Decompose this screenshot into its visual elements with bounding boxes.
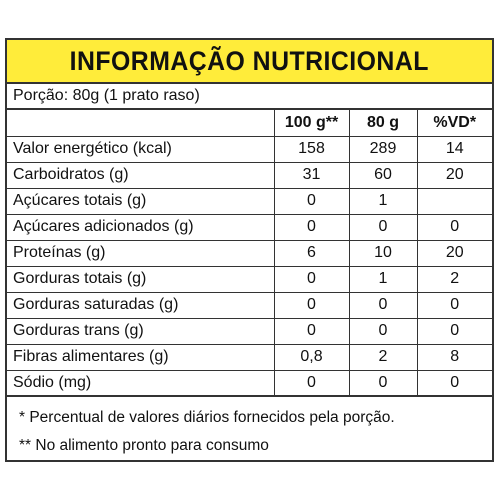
table-row: Gorduras trans (g) 0 0 0 [7, 317, 492, 345]
value-100g: 158 [273, 135, 350, 163]
header-per-100g: 100 g** [273, 110, 350, 137]
nutrient-name: Gorduras saturadas (g) [7, 291, 275, 319]
value-portion: 2 [348, 343, 418, 371]
value-portion: 0 [348, 291, 418, 319]
value-portion: 1 [348, 187, 418, 215]
value-100g: 0 [273, 369, 350, 397]
nutrition-title-bar: INFORMAÇÃO NUTRICIONAL [7, 40, 492, 84]
table-row: Gorduras saturadas (g) 0 0 0 [7, 291, 492, 319]
table-row: Açúcares totais (g) 0 1 [7, 187, 492, 215]
header-per-portion: 80 g [348, 110, 418, 137]
value-daily: 0 [416, 291, 492, 319]
header-daily-value: %VD* [416, 110, 492, 137]
table-row: Gorduras totais (g) 0 1 2 [7, 265, 492, 293]
nutrition-table: 100 g** 80 g %VD* Valor energético (kcal… [7, 110, 492, 397]
value-portion: 0 [348, 369, 418, 397]
value-100g: 0 [273, 291, 350, 319]
table-row: Sódio (mg) 0 0 0 [7, 369, 492, 397]
value-daily: 0 [416, 213, 492, 241]
footnote-daily-value: * Percentual de valores diários fornecid… [19, 409, 395, 426]
nutrient-name: Valor energético (kcal) [7, 135, 275, 163]
value-portion: 289 [348, 135, 418, 163]
value-daily: 20 [416, 161, 492, 189]
table-row: Carboidratos (g) 31 60 20 [7, 161, 492, 189]
value-daily: 2 [416, 265, 492, 293]
header-nutrient [7, 110, 275, 137]
value-daily: 0 [416, 317, 492, 345]
value-100g: 0 [273, 187, 350, 215]
nutrient-name: Fibras alimentares (g) [7, 343, 275, 371]
value-100g: 0 [273, 317, 350, 345]
value-100g: 0,8 [273, 343, 350, 371]
nutrient-name: Carboidratos (g) [7, 161, 275, 189]
value-portion: 0 [348, 213, 418, 241]
value-portion: 60 [348, 161, 418, 189]
value-daily: 14 [416, 135, 492, 163]
value-portion: 0 [348, 317, 418, 345]
nutrition-title: INFORMAÇÃO NUTRICIONAL [69, 45, 430, 76]
footnotes: * Percentual de valores diários fornecid… [7, 404, 492, 460]
value-100g: 31 [273, 161, 350, 189]
value-daily: 20 [416, 239, 492, 267]
value-portion: 1 [348, 265, 418, 293]
table-row: Fibras alimentares (g) 0,8 2 8 [7, 343, 492, 371]
value-daily: 8 [416, 343, 492, 371]
nutrient-name: Açúcares adicionados (g) [7, 213, 275, 241]
nutrient-name: Gorduras totais (g) [7, 265, 275, 293]
nutrient-name: Sódio (mg) [7, 369, 275, 397]
nutrient-name: Gorduras trans (g) [7, 317, 275, 345]
table-row: Açúcares adicionados (g) 0 0 0 [7, 213, 492, 241]
value-daily: 0 [416, 369, 492, 397]
value-100g: 0 [273, 265, 350, 293]
footnote-ready-to-eat: ** No alimento pronto para consumo [19, 437, 269, 454]
table-header-row: 100 g** 80 g %VD* [7, 110, 492, 137]
value-100g: 0 [273, 213, 350, 241]
table-row: Valor energético (kcal) 158 289 14 [7, 135, 492, 163]
value-100g: 6 [273, 239, 350, 267]
portion-size: Porção: 80g (1 prato raso) [7, 84, 492, 110]
nutrient-name: Açúcares totais (g) [7, 187, 275, 215]
table-row: Proteínas (g) 6 10 20 [7, 239, 492, 267]
nutrition-facts-panel: INFORMAÇÃO NUTRICIONAL Porção: 80g (1 pr… [5, 38, 494, 462]
value-daily [416, 187, 492, 215]
value-portion: 10 [348, 239, 418, 267]
nutrient-name: Proteínas (g) [7, 239, 275, 267]
